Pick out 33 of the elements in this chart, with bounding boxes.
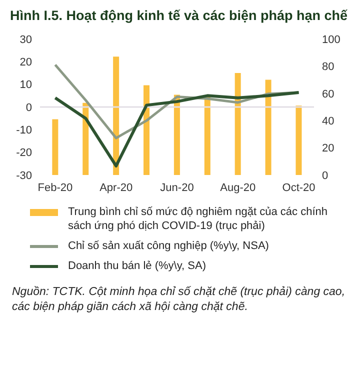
y2-tick-label: 40 [322, 116, 334, 128]
x-tick-label: Oct-20 [282, 182, 316, 194]
y2-tick-label: 20 [322, 142, 334, 155]
bar [144, 85, 150, 175]
bar [204, 96, 210, 175]
y-tick-label: -10 [16, 124, 32, 137]
x-tick-label: Aug-20 [220, 182, 256, 194]
y-tick-label: 10 [20, 79, 32, 92]
chart-title: Hình I.5. Hoạt động kinh tế và các biện pháp hạn chế [10, 8, 349, 23]
x-tick-label: Jun-20 [160, 182, 194, 194]
y2-tick-label: 100 [322, 34, 340, 46]
y2-tick-label: 80 [322, 61, 334, 74]
y2-tick-label: 0 [322, 170, 328, 182]
x-tick-label: Feb-20 [38, 182, 73, 194]
y2-tick-label: 60 [322, 88, 334, 100]
y-tick-label: -30 [16, 170, 32, 182]
legend-label: Trung bình chỉ số mức độ nghiêm ngặt của các chính sách ứng phó dịch COVID-19 (trục phải) [68, 205, 328, 233]
bar [234, 73, 241, 175]
y-tick-label: 20 [20, 56, 32, 69]
bar [82, 102, 89, 175]
bar [113, 56, 120, 175]
y-tick-label: 30 [20, 34, 32, 46]
y-tick-label: 0 [26, 102, 32, 114]
bar [265, 80, 272, 175]
y-tick-label: -20 [16, 147, 32, 160]
x-tick-label: Apr-20 [100, 182, 133, 194]
bar [174, 94, 180, 175]
legend-label: Doanh thu bán lẻ (%y\y, SA) [68, 259, 206, 273]
line-series [54, 90, 300, 168]
bar [52, 119, 58, 175]
bar [296, 106, 302, 175]
legend-label: Chỉ số sản xuất công nghiệp (%y\y, NSA) [68, 239, 269, 253]
text: Nguồn: TCTK. Cột minh họa chỉ số chặt chẽ (trục phải) càng cao, các biện pháp giãn cách xã hội càng chặt chẽ. [11, 285, 346, 315]
